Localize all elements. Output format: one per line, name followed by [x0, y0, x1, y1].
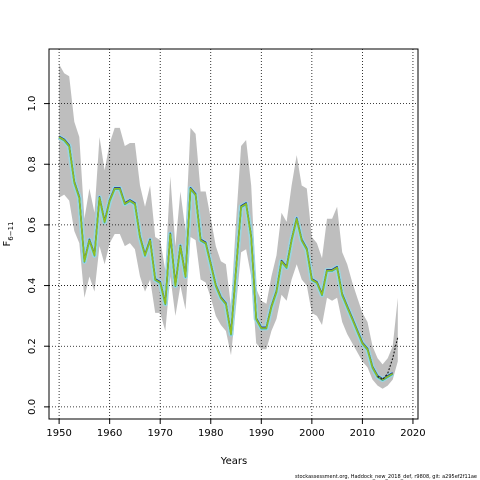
- x-tick-label: 1970: [147, 428, 172, 439]
- x-tick-label: 1960: [97, 428, 122, 439]
- footer-credit: stockassessment.org, Haddock_new_2018_de…: [295, 474, 477, 480]
- x-tick-label: 1950: [46, 428, 71, 439]
- y-axis-title: F6−11: [2, 222, 15, 247]
- series-lines: [57, 134, 399, 383]
- y-tick-label: 0.0: [27, 399, 38, 415]
- series-line-main: [58, 136, 394, 381]
- y-axis-title-main: F: [2, 241, 13, 247]
- x-axis-title: Years: [220, 456, 247, 467]
- y-tick-label: 0.4: [27, 278, 38, 294]
- y-tick-label: 1.0: [27, 96, 38, 112]
- y-tick-label: 0.8: [27, 156, 38, 172]
- x-tick-label: 2010: [350, 428, 375, 439]
- y-axis-title-subscript: 6−11: [7, 222, 15, 241]
- series-line-recent-dash: [377, 337, 399, 381]
- confidence-band: [59, 64, 398, 389]
- y-axis: 0.0 0.2 0.4 0.6 0.8 1.0: [27, 96, 49, 415]
- plot-frame: [48, 48, 419, 420]
- y-tick-label: 0.2: [27, 338, 38, 354]
- band-area: [59, 64, 398, 389]
- y-tick-label: 0.6: [27, 217, 38, 233]
- x-tick-label: 2020: [400, 428, 425, 439]
- x-tick-label: 2000: [299, 428, 324, 439]
- x-axis: 1950 1960 1970 1980 1990 2000 2010 2020: [46, 419, 426, 439]
- x-tick-label: 1980: [198, 428, 223, 439]
- x-tick-label: 1990: [249, 428, 274, 439]
